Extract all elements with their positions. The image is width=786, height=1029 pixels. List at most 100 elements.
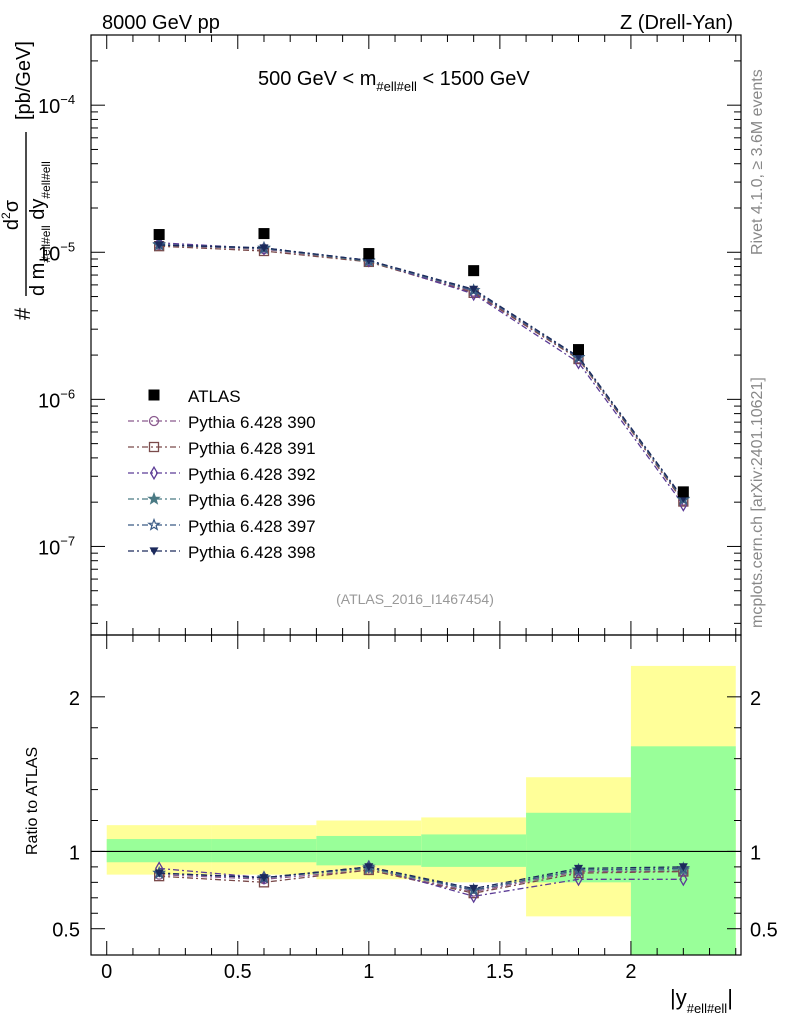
legend-marker: [147, 517, 161, 531]
series-line-main: [159, 244, 684, 501]
x-tick-label: 1.5: [486, 961, 514, 983]
legend-entry-3: Pythia 6.428 392: [128, 465, 316, 484]
series-line-ratio: [159, 866, 684, 890]
x-tick-label: 0.5: [224, 961, 252, 983]
series-line-main: [159, 244, 684, 501]
x-tick-label: 1: [363, 961, 374, 983]
cut-pre: 500 GeV < m: [258, 68, 376, 90]
ratio-band-stat: [421, 834, 527, 867]
ratio-band-stat: [630, 746, 736, 955]
legend-marker: [149, 465, 159, 481]
legend-marker-atlas: [148, 389, 160, 401]
series-point-main: [154, 241, 164, 250]
main-ylabel: # d2σ d m#ell#ell dy#ell#ell [pb/GeV]: [0, 41, 53, 320]
cut-post: < 1500 GeV: [417, 68, 531, 90]
x-label-main: |y: [670, 985, 687, 1010]
ylabel-num-sigma: σ: [1, 199, 23, 212]
legend-label: Pythia 6.428 391: [188, 439, 316, 458]
ylabel-den-sub2: #ell#ell: [39, 161, 53, 198]
y-tick-label: 10−5: [38, 239, 75, 265]
legend-entry-6: Pythia 6.428 398: [128, 543, 316, 562]
atlas-data-point: [677, 486, 689, 498]
header-left: 8000 GeV pp: [102, 12, 220, 34]
cut-sub: #ell#ell: [376, 79, 417, 94]
legend-label-atlas: ATLAS: [188, 387, 241, 406]
ratio-tick-label-left: 2: [69, 688, 80, 710]
series-line-main: [159, 243, 684, 500]
ylabel-numerator: d2σ: [0, 199, 23, 230]
series-layer: [152, 228, 691, 904]
legend-entry-2: Pythia 6.428 391: [128, 439, 316, 458]
series-point-ratio: [679, 872, 688, 887]
series-point-ratio: [469, 884, 479, 894]
rivet-label: Rivet 4.1.0, ≥ 3.6M events: [749, 69, 766, 255]
ratio-tick-label-right: 1: [750, 842, 761, 864]
series-point-ratio: [678, 863, 688, 872]
ratio-bands: [91, 665, 741, 955]
series-point-main: [574, 353, 583, 362]
atlas-data-point: [573, 344, 584, 356]
legend-label: Pythia 6.428 390: [188, 413, 316, 432]
series-point-ratio: [574, 864, 583, 873]
ratio-ylabel: Ratio to ATLAS: [24, 747, 41, 855]
atlas-data-point: [153, 229, 165, 241]
legend-marker: [148, 441, 160, 453]
x-label-end: |: [727, 985, 733, 1010]
series-point-main: [259, 244, 269, 253]
axes-ticks: 10−4 10−5 10−6 10−7 0.5 0.5 1 1 2 2 0 0.5 1 1.5 2: [38, 35, 778, 983]
mcplots-label: mcplots.cern.ch [arXiv:2401.10621]: [749, 377, 766, 628]
ratio-tick-label-left: 1: [69, 842, 80, 864]
y-tick-label: 10−7: [38, 533, 75, 559]
x-label-sub: #ell#ell: [687, 1001, 728, 1016]
ylabel-num-d: d: [1, 219, 23, 230]
series-point-ratio: [259, 874, 269, 883]
ratio-tick-label-left: 0.5: [52, 920, 80, 942]
legend-entry-atlas: ATLAS: [148, 387, 241, 406]
series-line-ratio: [159, 869, 684, 893]
series-line-main: [159, 244, 684, 499]
y-tick-label: 10−6: [38, 386, 75, 412]
legend-entry-4: Pythia 6.428 396: [128, 491, 316, 510]
header-right: Z (Drell-Yan): [620, 12, 733, 34]
atlas-data-point: [468, 265, 480, 277]
atlas-data-point: [258, 228, 270, 240]
atlas-data: [153, 228, 689, 498]
series-point-ratio: [574, 872, 583, 887]
ratio-tick-label-right: 0.5: [750, 920, 778, 942]
analysis-label: (ATLAS_2016_I1467454): [336, 591, 494, 607]
x-tick-label: 0: [101, 961, 112, 983]
ylabel-unit: [pb/GeV]: [13, 41, 35, 120]
ylabel-num-sup: 2: [0, 212, 13, 219]
legend-entry-5: Pythia 6.428 397: [128, 517, 316, 536]
series-point-main: [469, 285, 479, 294]
legend-label: Pythia 6.428 398: [188, 543, 316, 562]
ylabel-den-d: d m: [27, 263, 49, 296]
legend-entry-1: Pythia 6.428 390: [128, 413, 316, 432]
series-line-main: [159, 245, 684, 502]
series-line-ratio: [159, 866, 684, 897]
series-line-ratio: [159, 869, 684, 894]
ratio-tick-label-right: 2: [750, 688, 761, 710]
ylabel-den-dy: dy: [27, 199, 49, 226]
legend-label: Pythia 6.428 397: [188, 517, 316, 536]
legend-marker: [147, 491, 161, 505]
x-axis-label: |y#ell#ell|: [670, 985, 733, 1016]
ylabel-denominator: d m#ell#ell dy#ell#ell: [27, 161, 53, 296]
cut-label: 500 GeV < m#ell#ell < 1500 GeV: [258, 68, 530, 94]
series-point-ratio: [364, 863, 374, 872]
legend-label: Pythia 6.428 392: [188, 465, 316, 484]
ylabel-den-sub: #ell#ell: [39, 225, 53, 262]
legend-label: Pythia 6.428 396: [188, 491, 316, 510]
legend: ATLAS Pythia 6.428 390 Pythia 6.428 391 Pyt…: [128, 387, 316, 562]
y-tick-label: 10−4: [38, 92, 75, 118]
x-tick-label: 2: [625, 961, 636, 983]
ratio-plot-frame: [90, 634, 742, 956]
atlas-data-point: [363, 248, 375, 260]
legend-marker: [148, 415, 160, 427]
ratio-band-stat: [211, 839, 317, 863]
legend-marker: [149, 547, 159, 556]
ratio-band-stat: [106, 839, 212, 863]
series-point-ratio: [154, 869, 164, 878]
